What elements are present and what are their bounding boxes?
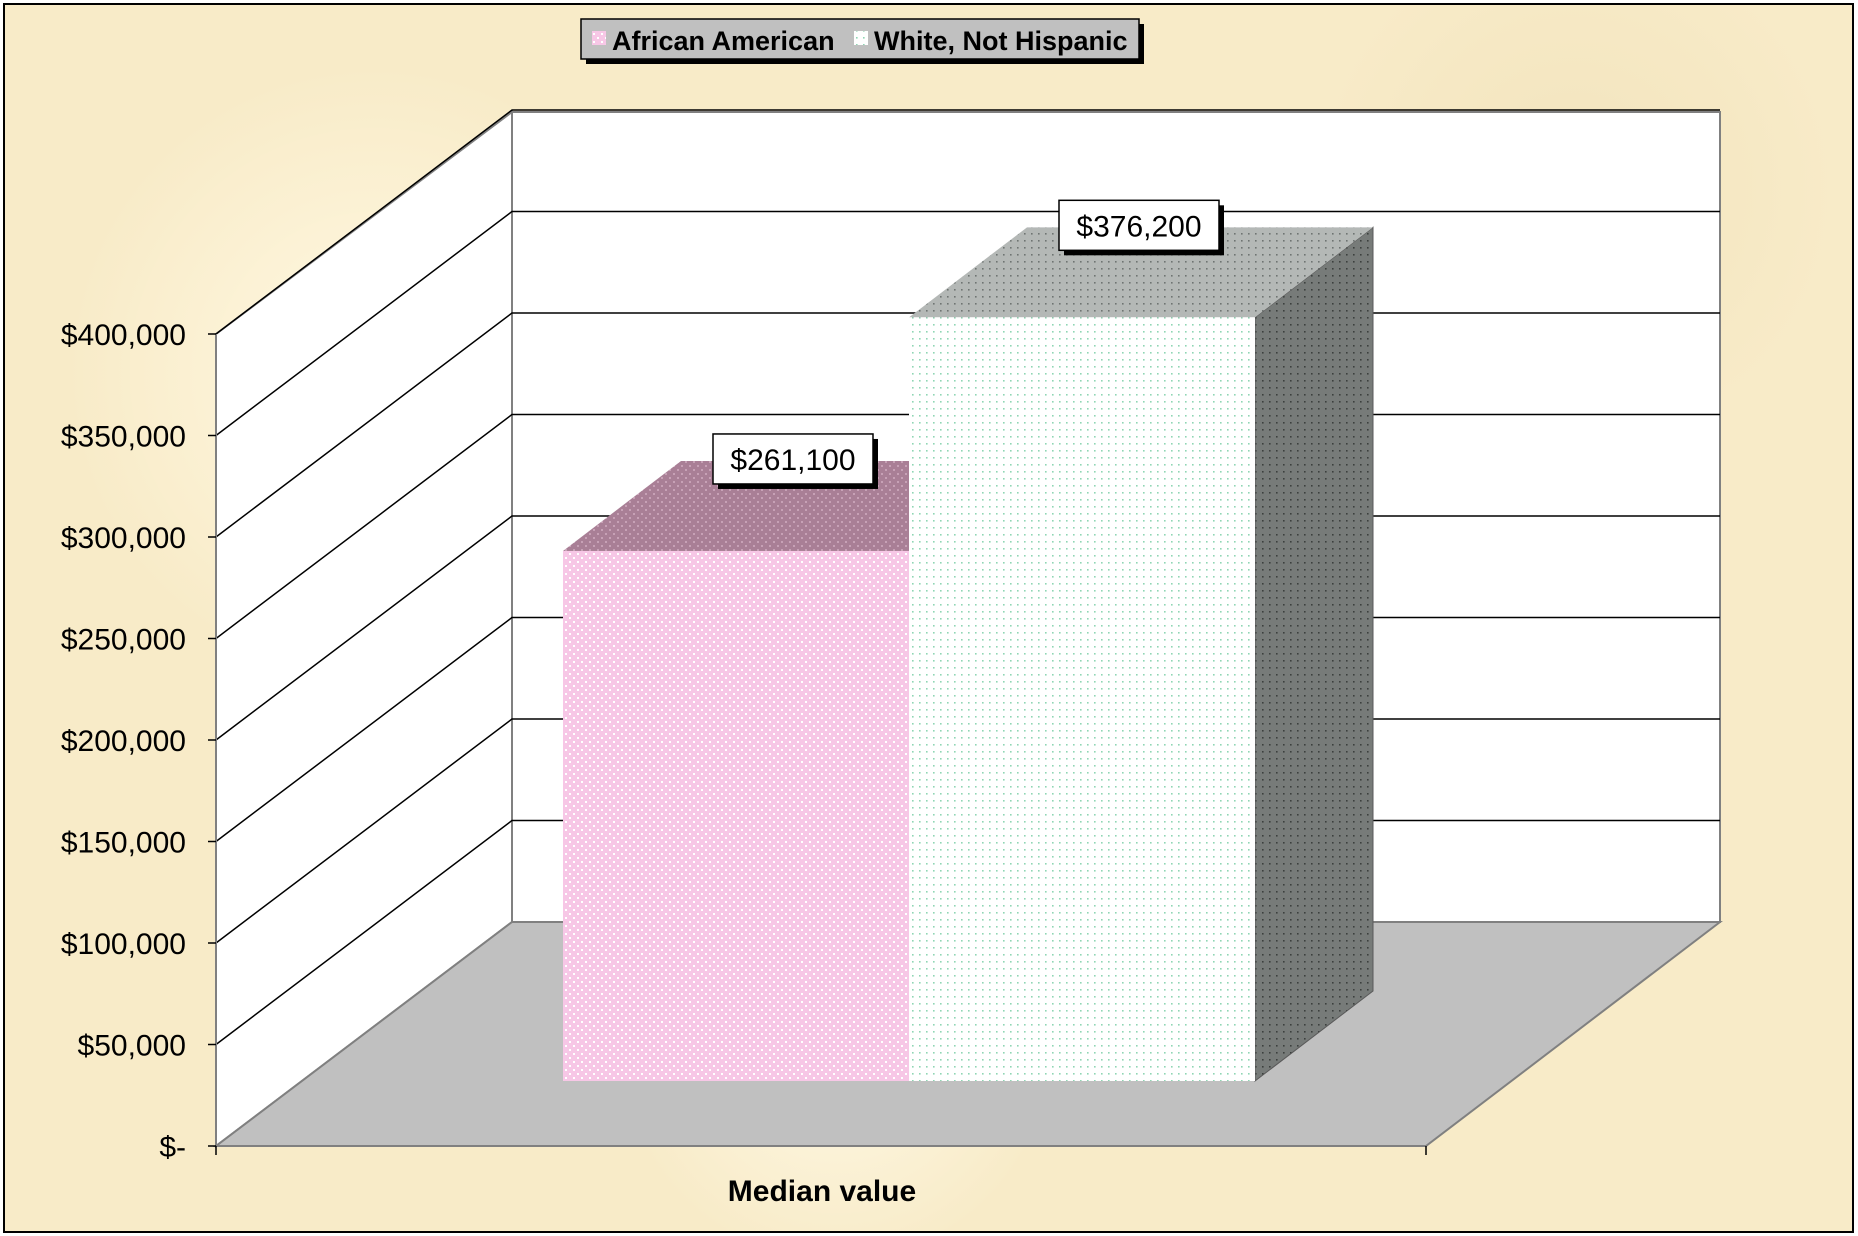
y-tick-label: $350,000 xyxy=(61,421,186,454)
y-tick-label: $50,000 xyxy=(78,1030,186,1063)
y-tick-label: $200,000 xyxy=(61,725,186,758)
y-tick-label: $300,000 xyxy=(61,522,186,555)
x-axis-title: Median value xyxy=(728,1175,916,1208)
bar-white-not-hispanic xyxy=(909,317,1255,1081)
data-label-white-not-hispanic: $376,200 xyxy=(1076,210,1201,243)
bar-african-american xyxy=(563,551,909,1081)
y-tick-label: $100,000 xyxy=(61,928,186,961)
legend: African American White, Not Hispanic xyxy=(581,19,1144,64)
y-tick-label: $150,000 xyxy=(61,827,186,860)
bar-side-white-not-hispanic xyxy=(1255,227,1373,1081)
y-tick-label: $400,000 xyxy=(61,319,186,352)
y-tick-label: $- xyxy=(159,1131,186,1164)
legend-label-african-american: African American xyxy=(612,26,835,56)
legend-label-white-not-hispanic: White, Not Hispanic xyxy=(874,26,1128,56)
data-label-african-american: $261,100 xyxy=(730,444,855,477)
legend-swatch-african-american xyxy=(592,31,606,45)
y-tick-label: $250,000 xyxy=(61,624,186,657)
legend-swatch-white-not-hispanic xyxy=(854,31,868,45)
